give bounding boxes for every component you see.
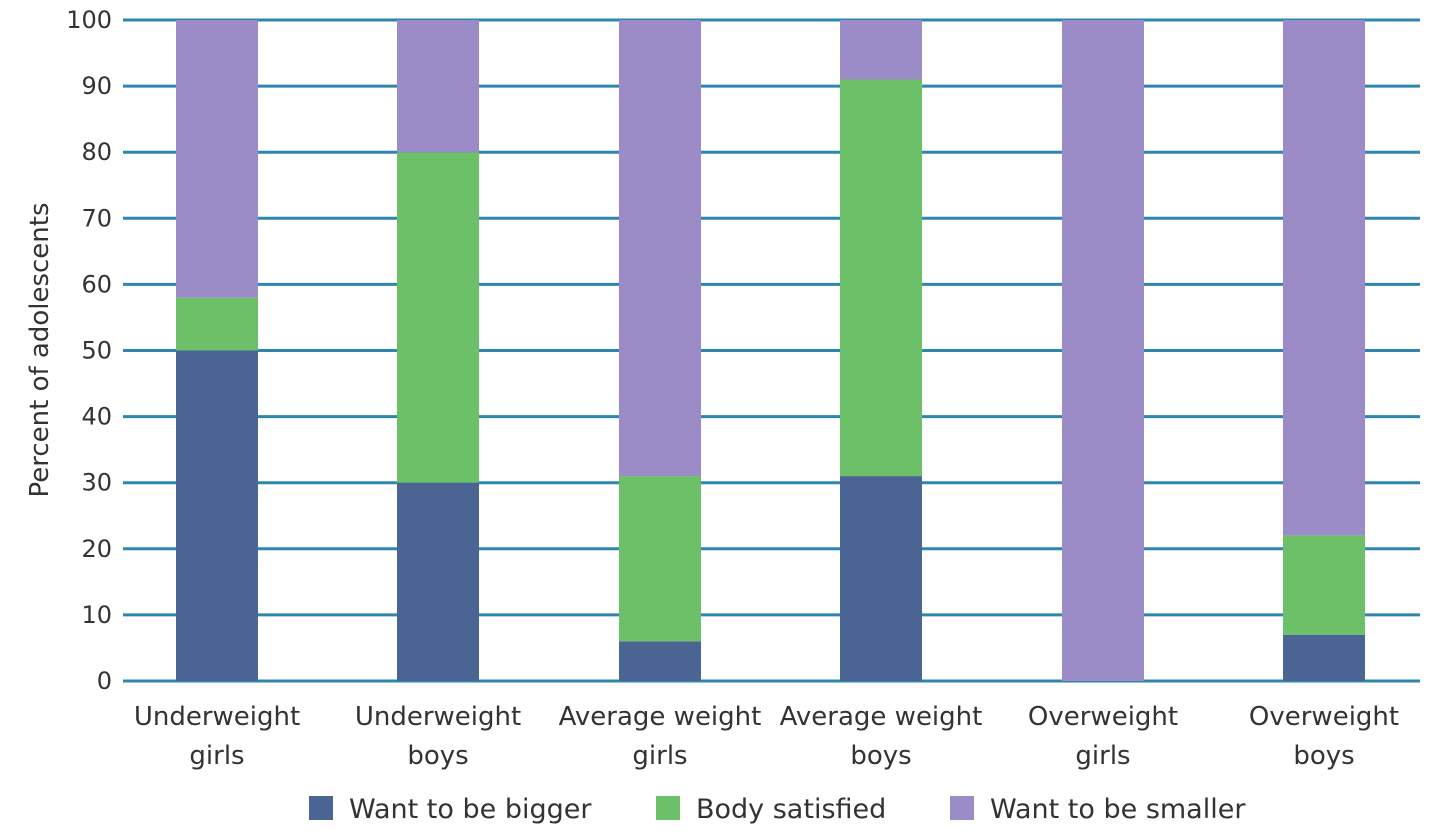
bar-segment — [840, 20, 922, 80]
y-tick-label: 30 — [81, 469, 112, 497]
bar-segment — [176, 350, 258, 681]
bar-segment — [619, 641, 701, 681]
legend-label: Want to be smaller — [990, 794, 1246, 825]
x-category-label: Underweight — [355, 702, 521, 732]
x-category-label: boys — [407, 741, 468, 771]
y-tick-label: 20 — [81, 535, 112, 563]
bar-segment — [619, 476, 701, 642]
legend-swatch — [656, 796, 680, 820]
x-category-label: Underweight — [134, 702, 300, 732]
x-category-label: boys — [850, 741, 911, 771]
legend: Want to be bigger Body satisfied Want to b… — [309, 794, 1246, 825]
y-tick-label: 50 — [81, 337, 112, 365]
legend-swatch — [950, 796, 974, 820]
y-tick-label: 0 — [97, 667, 112, 695]
bar-segment — [1283, 20, 1365, 536]
y-axis-label: Percent of adolescents — [25, 202, 55, 497]
x-category-label: boys — [1293, 741, 1354, 771]
bar-segment — [397, 20, 479, 153]
y-tick-label: 80 — [81, 138, 112, 166]
legend-label: Want to be bigger — [349, 794, 592, 825]
gridlines — [123, 18, 1420, 683]
legend-label: Body satisfied — [696, 794, 886, 825]
y-tick-label: 10 — [81, 601, 112, 629]
y-axis-ticks: 0 10 20 30 40 50 60 70 80 90 100 — [66, 6, 112, 695]
bar-segment — [397, 482, 479, 681]
bar-segment — [619, 20, 701, 477]
bar-segment — [1283, 634, 1365, 681]
bars — [176, 20, 1365, 681]
bar-segment — [176, 297, 258, 351]
x-category-label: girls — [1075, 741, 1130, 771]
y-tick-label: 90 — [81, 72, 112, 100]
x-category-label: Average weight — [780, 702, 983, 732]
bar-segment — [840, 476, 922, 681]
bar-segment — [176, 20, 258, 298]
legend-swatch — [309, 796, 333, 820]
y-tick-label: 60 — [81, 270, 112, 298]
y-tick-label: 40 — [81, 403, 112, 431]
x-category-label: Average weight — [559, 702, 762, 732]
x-axis-categories: Underweight girls Underweight boys Average w… — [134, 702, 1399, 771]
x-category-label: girls — [189, 741, 244, 771]
bar-segment — [1062, 20, 1144, 681]
x-category-label: girls — [632, 741, 687, 771]
y-tick-label: 70 — [81, 204, 112, 232]
y-tick-label: 100 — [66, 6, 112, 34]
bar-segment — [397, 152, 479, 483]
bar-segment — [840, 79, 922, 477]
x-category-label: Overweight — [1028, 702, 1178, 732]
x-category-label: Overweight — [1249, 702, 1399, 732]
bar-segment — [1283, 535, 1365, 635]
